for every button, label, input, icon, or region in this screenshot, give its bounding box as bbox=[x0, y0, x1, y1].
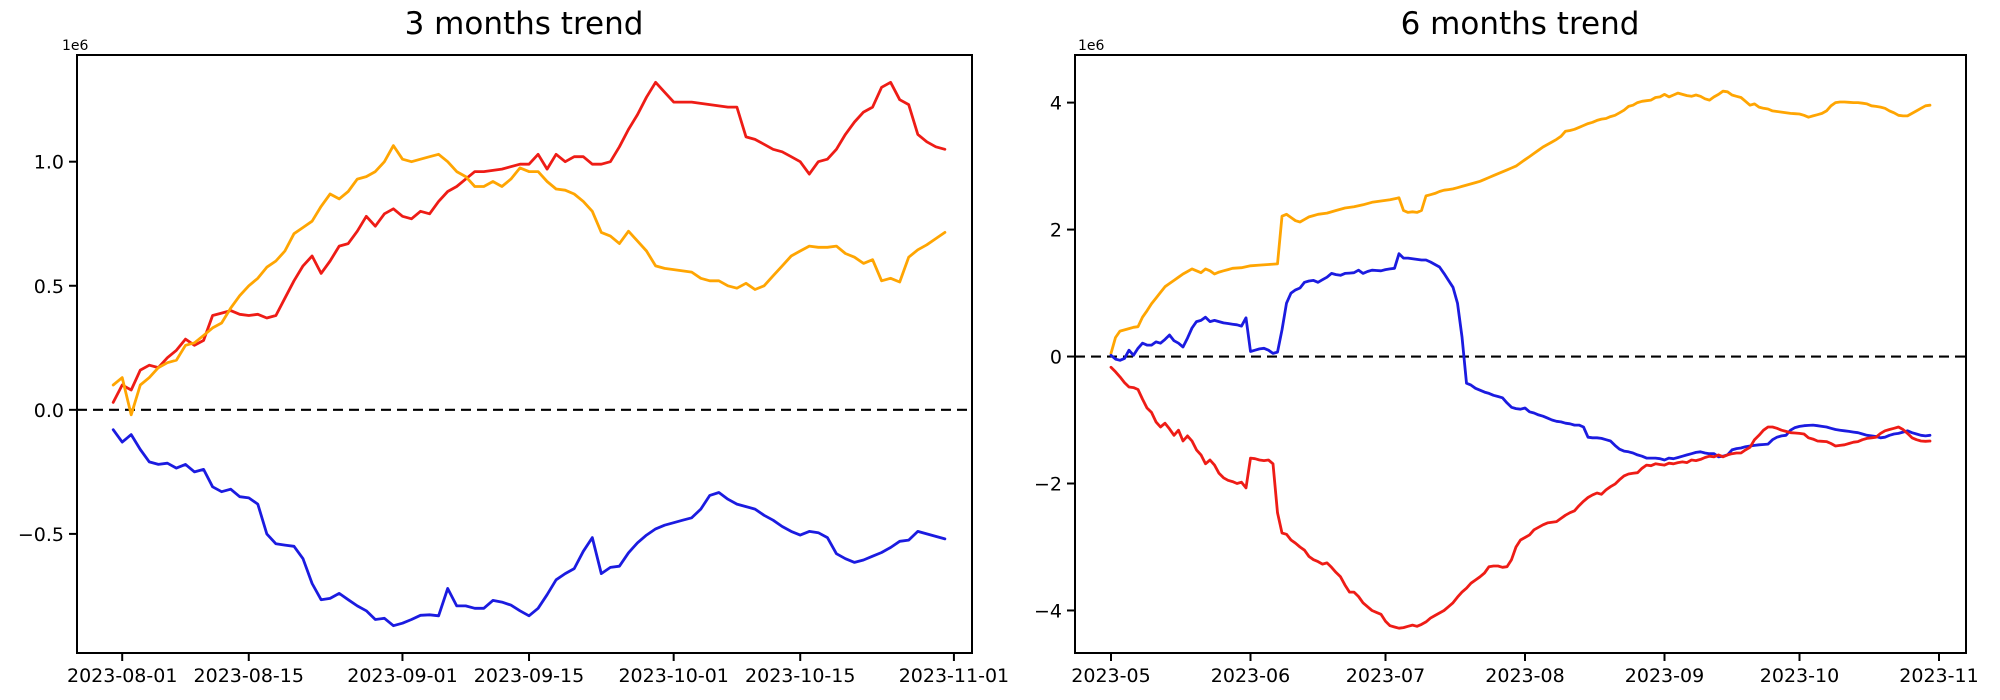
series-line-blue bbox=[111, 428, 947, 628]
x-tick-label: 2023-11-01 bbox=[899, 665, 1009, 687]
x-tick-label: 2023-08 bbox=[1485, 665, 1564, 687]
y-axis-multiplier-label-left: 1e6 bbox=[62, 38, 89, 54]
x-tick-label: 2023-07 bbox=[1346, 665, 1425, 687]
x-tick-label: 2023-11 bbox=[1899, 665, 1978, 687]
y-tick-label: −2 bbox=[1034, 474, 1062, 496]
y-tick-label: 0.0 bbox=[34, 400, 64, 422]
y-tick-label: 0.5 bbox=[34, 276, 64, 298]
x-tick-label: 2023-10-01 bbox=[618, 665, 728, 687]
chart-title-6-months: 6 months trend bbox=[1401, 6, 1640, 42]
x-tick-label: 2023-08-01 bbox=[67, 665, 177, 687]
series-line-red bbox=[1109, 365, 1932, 630]
x-tick-label: 2023-10-15 bbox=[745, 665, 855, 687]
chart-title-3-months: 3 months trend bbox=[405, 6, 644, 42]
x-tick-label: 2023-09-01 bbox=[347, 665, 457, 687]
chart-3-months-trend: 2023-08-01 2023-08-15 2023-09-01 2023-09-15… bbox=[18, 54, 1009, 687]
axes-frame bbox=[1074, 54, 1967, 654]
series-line-orange bbox=[1109, 89, 1932, 355]
x-tick-label: 2023-05 bbox=[1071, 665, 1150, 687]
x-tick-label: 2023-06 bbox=[1211, 665, 1290, 687]
x-tick-label: 2023-08-15 bbox=[194, 665, 304, 687]
x-tick-label: 2023-09-15 bbox=[474, 665, 584, 687]
x-tick-label: 2023-10 bbox=[1760, 665, 1839, 687]
chart-6-months-trend: 2023-05 2023-06 2023-07 2023-08 2023-09 2023-… bbox=[1034, 54, 1979, 687]
y-axis-multiplier-label-right: 1e6 bbox=[1078, 38, 1105, 54]
series-line-orange bbox=[111, 144, 947, 417]
y-tick-label: 0 bbox=[1050, 347, 1062, 369]
y-tick-label: 2 bbox=[1050, 220, 1062, 242]
series-line-blue bbox=[1109, 252, 1932, 462]
axes-frame bbox=[76, 54, 973, 654]
y-tick-label: −0.5 bbox=[18, 524, 64, 546]
x-tick-label: 2023-09 bbox=[1625, 665, 1704, 687]
y-tick-label: 4 bbox=[1050, 93, 1062, 115]
y-tick-label: 1.0 bbox=[34, 152, 64, 174]
y-tick-label: −4 bbox=[1034, 600, 1062, 622]
series-line-red bbox=[111, 80, 947, 404]
